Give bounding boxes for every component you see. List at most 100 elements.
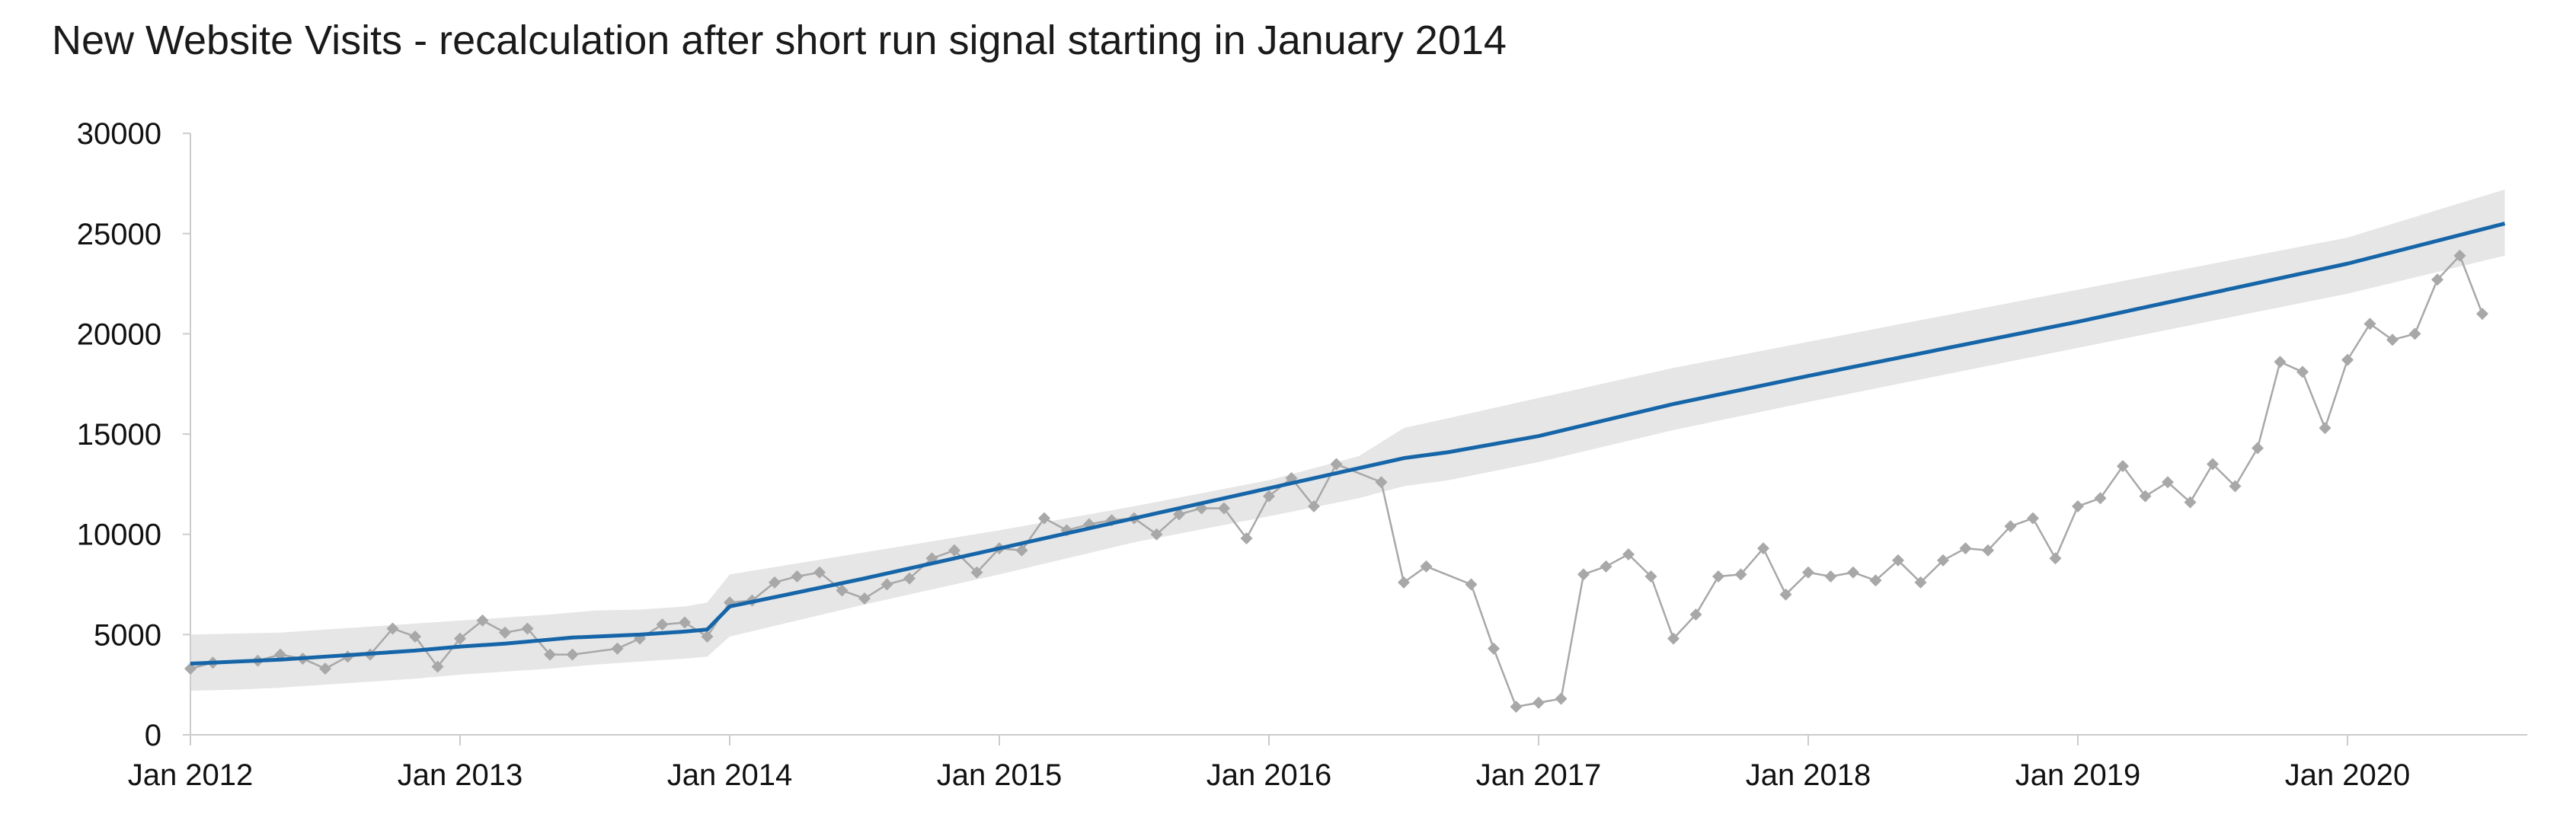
data-point-marker: [836, 584, 849, 597]
data-point-marker: [1757, 542, 1769, 555]
data-point-marker: [2072, 500, 2084, 512]
data-point-marker: [2296, 366, 2309, 378]
data-point-marker: [2408, 327, 2421, 340]
x-tick-label: Jan 2018: [1746, 758, 1871, 792]
data-point-marker: [903, 572, 916, 585]
data-point-marker: [1218, 502, 1230, 515]
y-tick-label: 15000: [77, 418, 161, 452]
data-point-marker: [1510, 701, 1523, 713]
data-point-marker: [769, 576, 781, 589]
data-point-marker: [184, 662, 197, 675]
data-point-marker: [1263, 490, 1275, 503]
data-point-marker: [2252, 442, 2264, 455]
data-point-marker: [2184, 496, 2197, 509]
data-point-marker: [2274, 356, 2287, 369]
data-point-marker: [2341, 353, 2354, 366]
data-point-marker: [409, 630, 421, 643]
data-point-marker: [656, 618, 669, 631]
x-tick-label: Jan 2019: [2015, 758, 2141, 792]
y-tick-label: 25000: [77, 218, 161, 251]
data-point-marker: [1015, 544, 1028, 557]
x-tick-label: Jan 2012: [128, 758, 254, 792]
data-point-marker: [386, 622, 399, 635]
data-point-marker: [1600, 560, 1612, 573]
data-point-marker: [881, 578, 893, 591]
data-point-marker: [544, 648, 556, 661]
data-point-marker: [2117, 460, 2129, 473]
data-point-marker: [566, 648, 579, 661]
data-point-marker: [791, 570, 804, 583]
mean-line: [190, 222, 2506, 666]
data-point-marker: [1308, 500, 1320, 512]
data-point-marker: [1240, 532, 1253, 544]
y-tick-label: 30000: [77, 117, 161, 151]
data-point-marker: [1150, 528, 1163, 541]
data-point-marker: [1982, 544, 1994, 557]
data-point-marker: [2319, 422, 2332, 435]
control-limits-band: [190, 189, 2505, 691]
data-point-marker: [611, 642, 624, 655]
data-point-marker: [1914, 576, 1927, 589]
data-point-marker: [2207, 458, 2219, 471]
data-point-marker: [1532, 696, 1545, 709]
data-point-marker: [1375, 476, 1388, 489]
data-point-marker: [1959, 542, 1972, 555]
data-point-marker: [319, 662, 331, 675]
data-point-marker: [1892, 554, 1904, 567]
data-point-marker: [1488, 642, 1500, 655]
data-point-marker: [1622, 548, 1635, 561]
data-point-marker: [1398, 576, 1410, 589]
chart-title: New Website Visits - recalculation after…: [52, 18, 1507, 63]
data-point-marker: [2386, 334, 2399, 346]
data-point-marker: [813, 566, 826, 579]
data-point-marker: [1577, 568, 1590, 581]
data-point-marker: [1869, 574, 1882, 587]
data-point-marker: [2049, 552, 2062, 565]
data-point-marker: [2431, 273, 2443, 286]
data-point-marker: [1465, 578, 1478, 591]
data-series: [184, 249, 2488, 713]
data-point-marker: [2004, 520, 2017, 533]
x-tick-label: Jan 2017: [1476, 758, 1602, 792]
data-point-marker: [1937, 554, 1949, 567]
data-point-marker: [858, 592, 871, 605]
chart-axes: [183, 132, 2527, 745]
data-point-marker: [2229, 480, 2242, 493]
data-point-marker: [499, 626, 511, 639]
data-point-marker: [431, 660, 444, 673]
data-point-marker: [1644, 570, 1657, 583]
data-point-marker: [1712, 570, 1724, 583]
mean-series: [190, 222, 2506, 666]
data-point-marker: [1847, 566, 1859, 579]
y-tick-label: 5000: [94, 618, 161, 652]
limits-band-area: [190, 189, 2505, 691]
data-point-marker: [2094, 492, 2107, 505]
data-point-marker: [2139, 490, 2152, 503]
x-tick-label: Jan 2013: [398, 758, 523, 792]
data-point-marker: [701, 630, 714, 643]
y-tick-label: 10000: [77, 519, 161, 552]
data-point-marker: [1038, 512, 1050, 525]
data-point-marker: [1802, 566, 1814, 579]
data-point-marker: [1555, 692, 1568, 705]
x-tick-label: Jan 2016: [1207, 758, 1332, 792]
data-point-marker: [1173, 508, 1185, 521]
x-tick-label: Jan 2014: [667, 758, 793, 792]
data-point-marker: [2453, 249, 2466, 262]
x-tick-label: Jan 2015: [937, 758, 1063, 792]
data-point-marker: [454, 632, 466, 645]
data-point-marker: [1420, 560, 1433, 573]
data-point-marker: [679, 616, 691, 629]
data-point-marker: [2162, 476, 2174, 489]
data-point-marker: [2476, 308, 2488, 321]
data-point-marker: [1689, 608, 1702, 621]
data-point-marker: [1330, 458, 1343, 471]
data-point-marker: [1667, 632, 1680, 645]
data-point-marker: [2027, 512, 2039, 525]
y-tick-label: 0: [145, 719, 161, 752]
data-point-marker: [1779, 588, 1792, 601]
x-tick-label: Jan 2020: [2285, 758, 2411, 792]
data-point-marker: [2363, 318, 2376, 330]
data-point-marker: [521, 622, 534, 635]
